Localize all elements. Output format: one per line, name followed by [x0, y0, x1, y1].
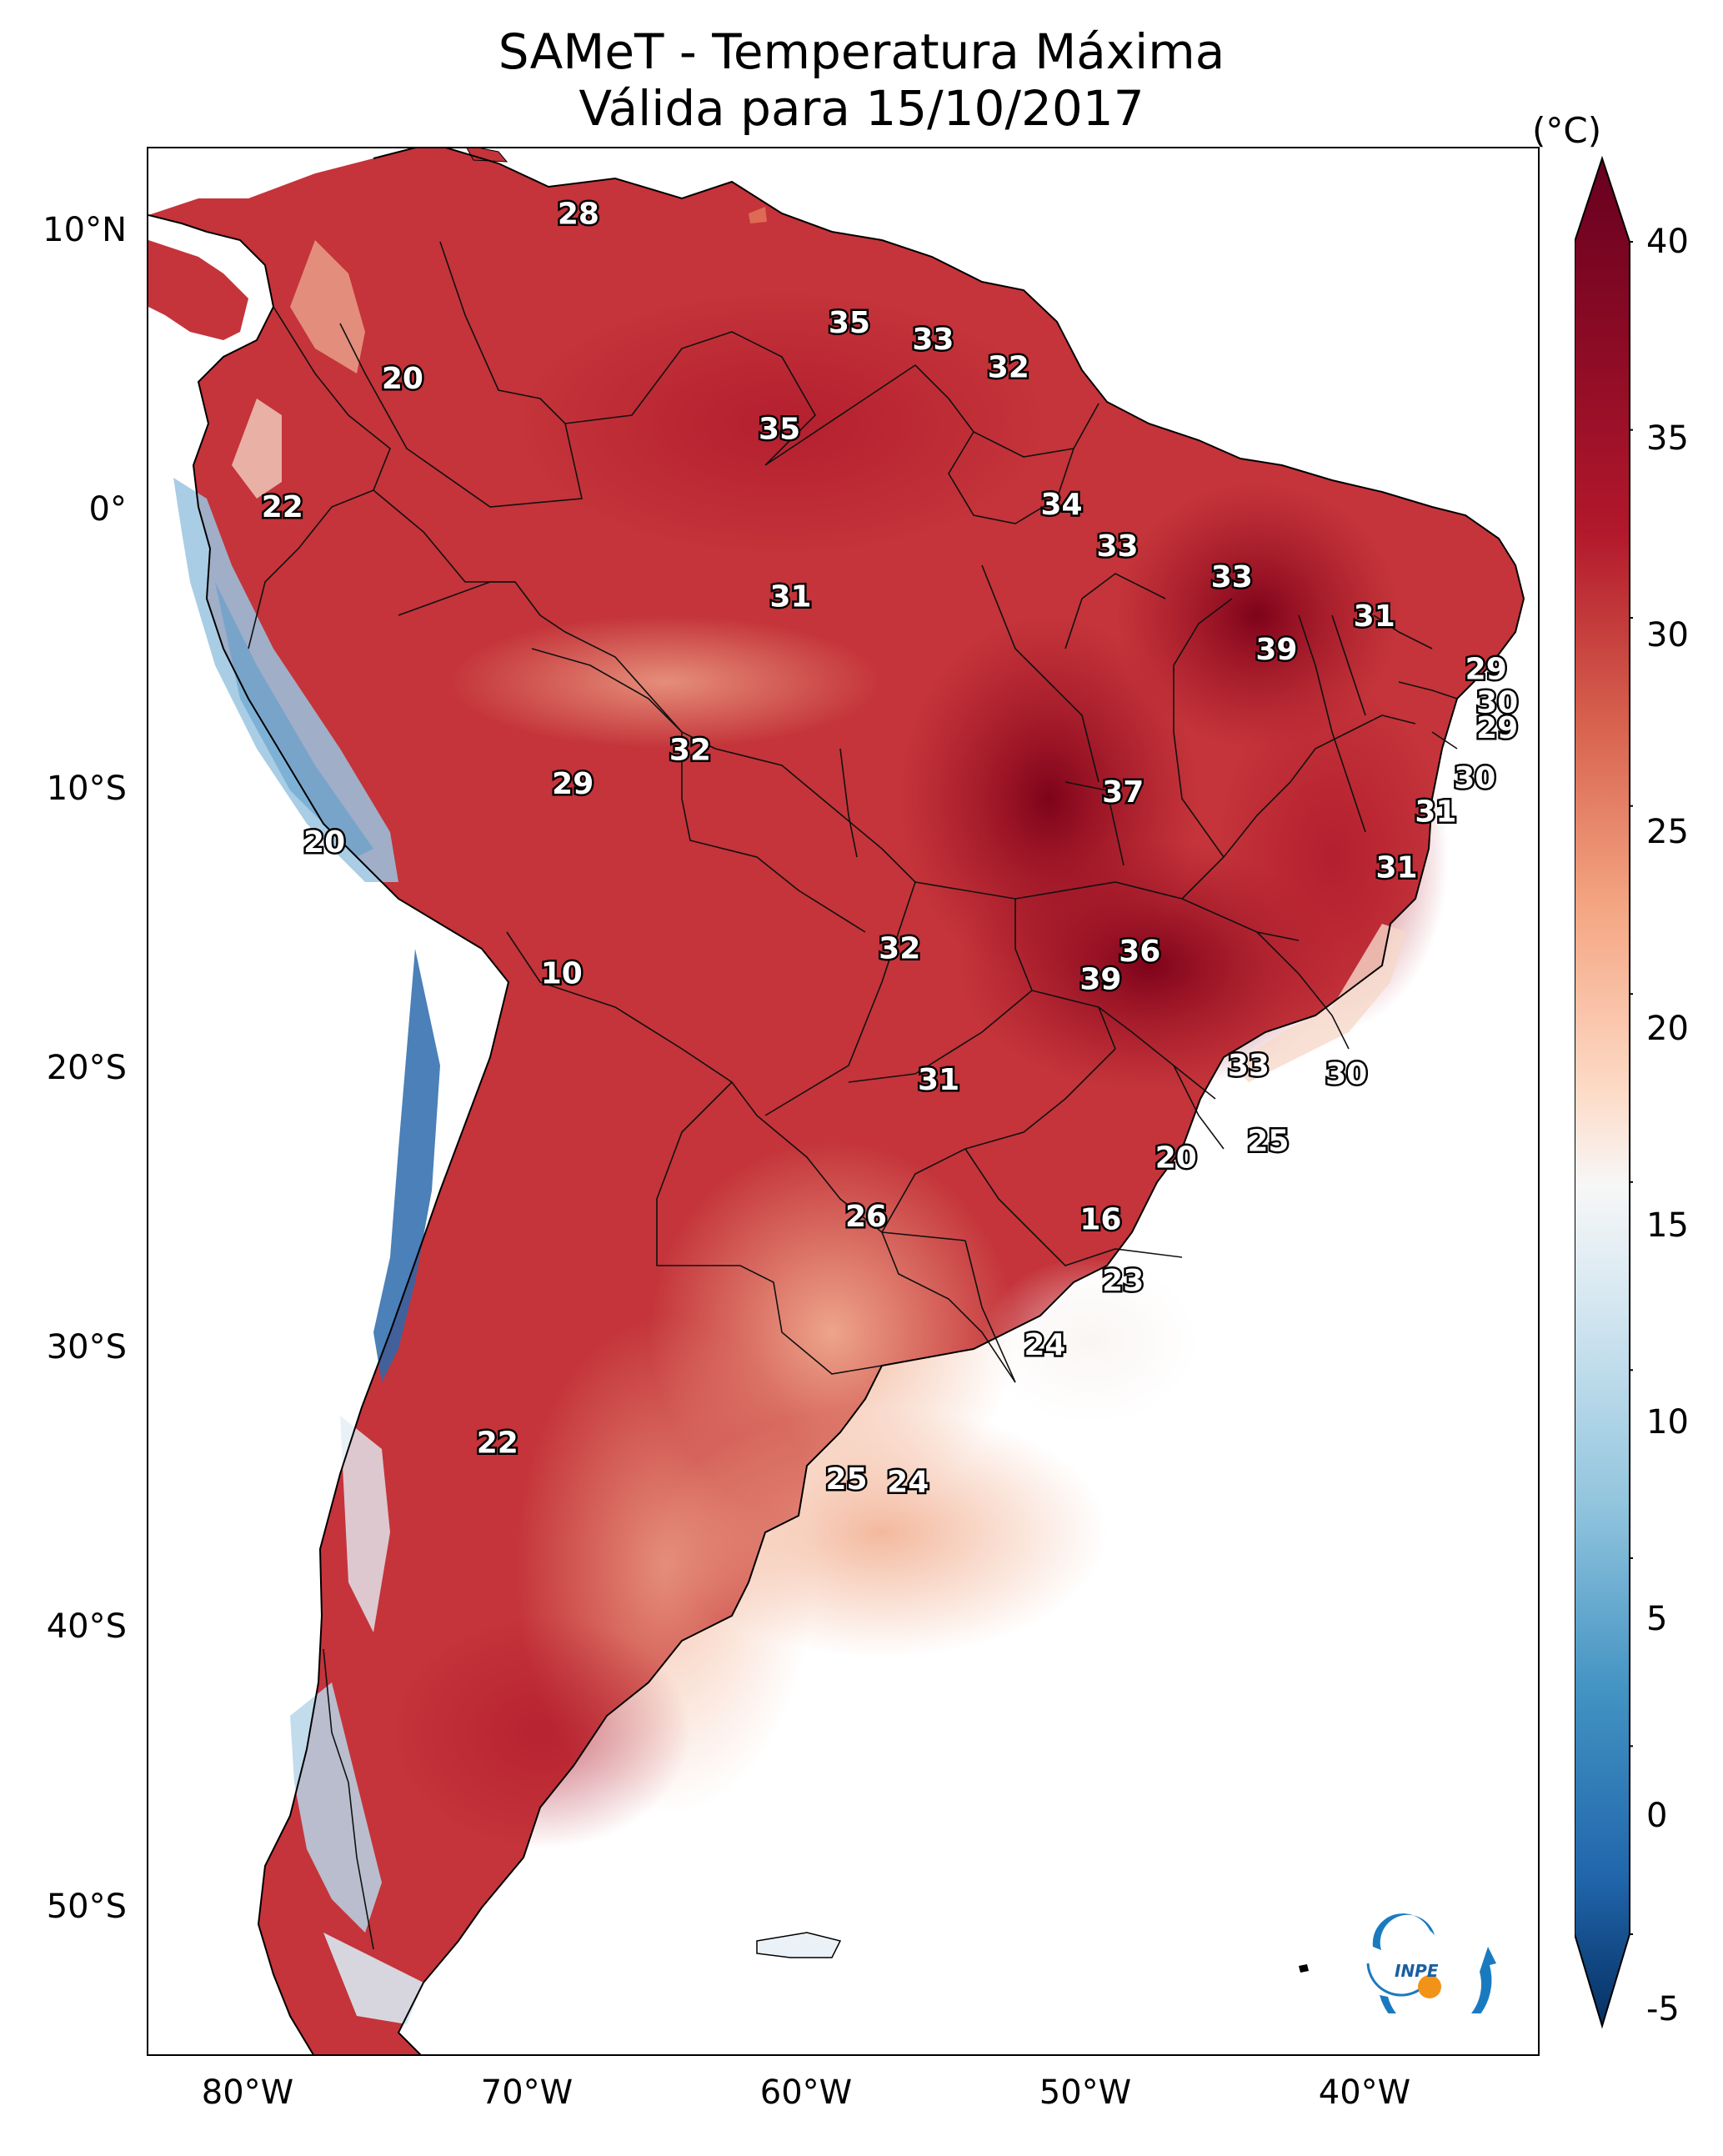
temperature-label: 25: [825, 1462, 867, 1497]
temperature-label: 22: [262, 490, 303, 524]
colorbar-tick-15: 15: [1646, 1206, 1689, 1245]
temperature-label: 33: [1228, 1049, 1270, 1083]
coastline: [148, 148, 1525, 2054]
temperature-label: 16: [1079, 1202, 1121, 1236]
temperature-label: 29: [1476, 711, 1518, 745]
temperature-label: 33: [912, 323, 954, 357]
colorbar-tick-minus5: -5: [1646, 1990, 1680, 2028]
country-borders: [248, 241, 1458, 1950]
map-title: SAMeT - Temperatura Máxima Válida para 1…: [0, 23, 1723, 137]
colorbar-gradient: [1575, 155, 1630, 2029]
lat-tick-40s: 40°S: [46, 1607, 127, 1646]
temperature-label: 34: [1040, 488, 1082, 522]
islands: [466, 148, 1309, 1973]
colorbar-tick-0: 0: [1646, 1797, 1668, 1835]
colorbar-unit: (°C): [1532, 110, 1602, 151]
temperature-label: 39: [1255, 633, 1297, 667]
temperature-label: 20: [1155, 1141, 1197, 1176]
title-line-1: SAMeT - Temperatura Máxima: [498, 23, 1225, 80]
map-area: 28 35 33 32 20 35 22 34 33 33 31 31 39 29 30 29 32 29 30 37…: [147, 147, 1540, 2056]
temperature-label: 24: [1024, 1328, 1065, 1362]
title-line-2: Válida para 15/10/2017: [579, 80, 1144, 137]
lon-tick-60w: 60°W: [759, 2073, 853, 2112]
temperature-label: 23: [1102, 1264, 1144, 1298]
temperature-label: 10: [541, 957, 583, 991]
temperature-label: 20: [382, 362, 423, 396]
inpe-logo-text: INPE: [1395, 1961, 1439, 1981]
temperature-label: 35: [829, 306, 870, 340]
temperature-label: 29: [1465, 652, 1507, 686]
temperature-label: 31: [769, 579, 811, 614]
lon-tick-80w: 80°W: [201, 2073, 294, 2112]
temperature-label: 29: [552, 767, 594, 801]
colorbar-tick-25: 25: [1646, 813, 1689, 851]
inpe-logo: INPE: [1366, 1913, 1496, 2013]
lat-tick-30s: 30°S: [46, 1328, 127, 1366]
colorbar-tick-40: 40: [1646, 223, 1689, 261]
lon-tick-40w: 40°W: [1318, 2073, 1411, 2112]
lon-tick-50w: 50°W: [1039, 2073, 1132, 2112]
temperature-label: 26: [845, 1200, 887, 1234]
temperature-label: 25: [1247, 1125, 1289, 1159]
temperature-label: 24: [887, 1465, 929, 1499]
temperature-label: 30: [1476, 686, 1518, 720]
temperature-label: 32: [879, 932, 920, 966]
temperature-label: 31: [1354, 599, 1395, 634]
temperature-label: 33: [1211, 560, 1253, 594]
temperature-label: 30: [1325, 1057, 1367, 1091]
colorbar-tick-30: 30: [1646, 616, 1689, 654]
colorbar-tick-35: 35: [1646, 419, 1689, 458]
temperature-label: 20: [303, 825, 345, 860]
lat-tick-0: 0°: [88, 490, 127, 529]
temperature-label: 39: [1079, 962, 1121, 996]
temperature-label: 31: [1375, 850, 1417, 885]
lat-tick-10n: 10°N: [43, 211, 127, 249]
lat-tick-20s: 20°S: [46, 1049, 127, 1087]
colorbar-tick-10: 10: [1646, 1403, 1689, 1442]
colorbar: [1575, 155, 1633, 2029]
temperature-label: 37: [1102, 775, 1144, 810]
temperature-label: 32: [988, 351, 1029, 385]
lat-tick-50s: 50°S: [46, 1888, 127, 1926]
temperature-label: 32: [669, 734, 711, 768]
temperature-label: 30: [1454, 761, 1495, 795]
temperature-label: 28: [558, 197, 599, 231]
temperature-label: 31: [1415, 795, 1456, 829]
colorbar-tick-20: 20: [1646, 1010, 1689, 1048]
temperature-label: 31: [918, 1063, 959, 1097]
colorbar-tick-5: 5: [1646, 1600, 1668, 1638]
temperature-label: 36: [1119, 935, 1160, 969]
temperature-label: 33: [1096, 529, 1138, 564]
lat-tick-10s: 10°S: [46, 770, 127, 808]
lon-tick-70w: 70°W: [480, 2073, 573, 2112]
temperature-label: 35: [759, 412, 800, 446]
temperature-label: 22: [477, 1426, 518, 1460]
